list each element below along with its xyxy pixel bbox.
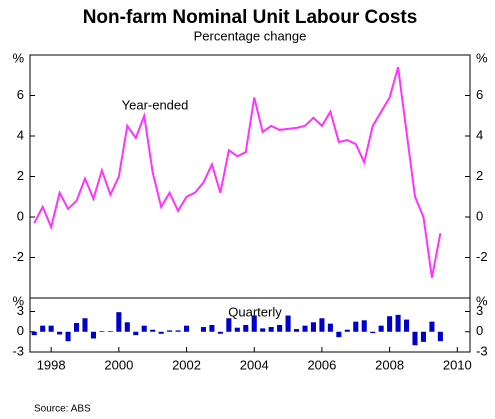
bar <box>124 322 130 332</box>
bar <box>133 331 139 336</box>
bar <box>167 330 173 332</box>
y-tick-label: 4 <box>17 127 24 142</box>
bar <box>251 315 257 332</box>
bar <box>268 327 274 332</box>
y2-tick-label: 0 <box>476 208 483 223</box>
bar <box>260 328 266 332</box>
bar <box>99 331 105 332</box>
bar <box>404 319 410 332</box>
bar <box>294 329 300 332</box>
bar <box>319 318 325 332</box>
y2-tick-label: 3 <box>476 303 483 318</box>
bar <box>378 325 384 332</box>
bar <box>141 325 147 332</box>
bar <box>387 316 393 332</box>
bar <box>175 330 181 332</box>
bar <box>277 325 283 332</box>
y2-tick-label: -2 <box>476 249 488 264</box>
bar <box>31 331 37 336</box>
series-label: Year-ended <box>122 97 189 112</box>
y2-tick-label: 0 <box>476 323 483 338</box>
x-tick-label: 2000 <box>104 357 133 372</box>
bar <box>429 321 435 332</box>
y-tick-label: -2 <box>12 249 24 264</box>
y2-tick-label: 4 <box>476 127 483 142</box>
bar <box>65 331 71 342</box>
chart-subtitle: Percentage change <box>194 28 307 43</box>
bar <box>40 325 46 332</box>
bar <box>302 325 308 332</box>
bar <box>184 325 190 332</box>
bar <box>327 323 333 332</box>
y-tick-label: % <box>12 293 24 308</box>
bar <box>395 314 401 332</box>
bar <box>200 327 206 332</box>
x-tick-label: 2002 <box>172 357 201 372</box>
y-tick-label: 3 <box>17 303 24 318</box>
panel-frame <box>29 297 471 353</box>
bar <box>217 331 223 334</box>
x-tick-label: 1998 <box>37 357 66 372</box>
bar <box>74 322 80 332</box>
bar <box>361 320 367 332</box>
bar <box>209 325 215 332</box>
y2-tick-label: % <box>476 293 488 308</box>
series-label: Quarterly <box>228 304 282 319</box>
bar <box>344 329 350 332</box>
y-tick-label: -3 <box>12 343 24 358</box>
bar <box>48 325 54 332</box>
panel-frame <box>29 54 471 299</box>
bar <box>285 315 291 332</box>
bar <box>412 331 418 346</box>
bar <box>107 331 113 332</box>
y-tick-label: % <box>12 50 24 65</box>
source-note: Source: ABS <box>34 404 91 415</box>
chart-title: Non-farm Nominal Unit Labour Costs <box>83 7 418 28</box>
bar <box>336 331 342 338</box>
y-tick-label: 0 <box>17 323 24 338</box>
y2-tick-label: 6 <box>476 87 483 102</box>
y-tick-label: 0 <box>17 208 24 223</box>
bar <box>150 329 156 332</box>
bar <box>57 331 63 335</box>
bar <box>243 325 249 332</box>
data-line <box>33 66 442 278</box>
y2-tick-label: 2 <box>476 168 483 183</box>
bar <box>90 331 96 339</box>
bar <box>116 312 122 332</box>
y-tick-label: 6 <box>17 87 24 102</box>
bar <box>226 318 232 332</box>
bar <box>310 322 316 332</box>
x-tick-label: 2008 <box>375 357 404 372</box>
bar <box>370 331 376 334</box>
y2-tick-label: % <box>476 50 488 65</box>
bar <box>420 331 426 342</box>
bar <box>234 327 240 332</box>
x-tick-label: 2004 <box>240 357 269 372</box>
bar <box>437 331 443 342</box>
y2-tick-label: -3 <box>476 343 488 358</box>
y-tick-label: 2 <box>17 168 24 183</box>
bar <box>158 331 164 334</box>
x-tick-label: 2010 <box>443 357 472 372</box>
bar <box>82 318 88 332</box>
x-tick-label: 2006 <box>307 357 336 372</box>
bar <box>353 321 359 332</box>
